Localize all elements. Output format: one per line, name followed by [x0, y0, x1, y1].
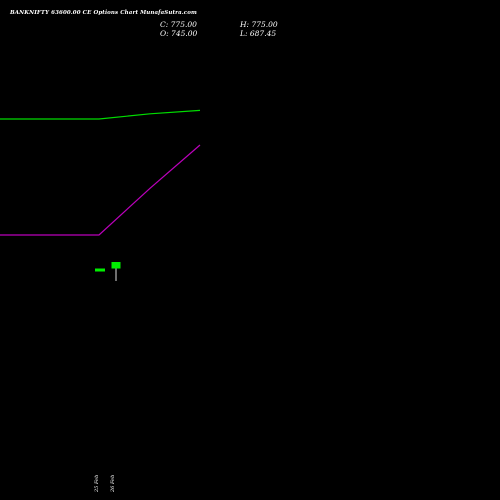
series-line-1 — [0, 109, 201, 120]
candle-body-2 — [111, 262, 121, 269]
series-line-2 — [0, 144, 201, 236]
x-tick-label-2: 26 Feb — [110, 475, 116, 493]
high-value: H: 775.00 — [240, 20, 278, 29]
candle-body-1 — [95, 268, 105, 272]
x-tick-label-1: 25 Feb — [94, 475, 100, 493]
chart-title: BANKNIFTY 63600.00 CE Options Chart Muna… — [10, 10, 197, 16]
open-value: O: 745.00 — [160, 29, 198, 38]
low-value: L: 687.45 — [240, 29, 277, 38]
close-value: C: 775.00 — [160, 20, 197, 29]
